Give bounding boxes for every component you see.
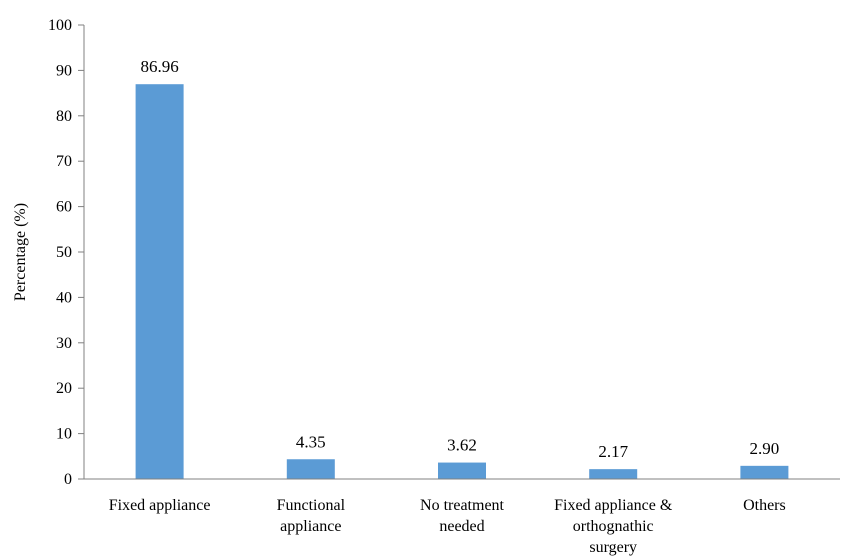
x-category-label: Functional (277, 497, 346, 514)
y-tick-label: 90 (56, 62, 72, 79)
bar (286, 459, 335, 479)
bar (740, 465, 789, 479)
value-labels: 86.96 4.35 3.62 2.17 2.90 (140, 57, 779, 461)
bar (135, 84, 184, 479)
x-category-label: No treatment (420, 497, 505, 514)
y-tick-label: 60 (56, 199, 72, 216)
y-tick-label: 50 (56, 244, 72, 261)
bar-value-label: 3.62 (447, 436, 477, 455)
bar-value-label: 86.96 (140, 57, 178, 76)
category-labels: Fixed appliance Functional appliance No tre… (109, 497, 786, 556)
x-category-label: Others (743, 497, 786, 514)
bar-value-label: 2.90 (750, 439, 780, 458)
y-tick-label: 0 (64, 471, 72, 488)
y-tick-label: 20 (56, 380, 72, 397)
bar-value-label: 4.35 (296, 432, 326, 451)
y-tick-label: 30 (56, 335, 72, 352)
x-category-label: Fixed appliance & (554, 497, 673, 514)
y-tick-label: 10 (56, 426, 72, 443)
bars (135, 84, 789, 479)
y-tick-label: 40 (56, 289, 72, 306)
bar (438, 462, 486, 479)
x-category-label: needed (439, 518, 484, 535)
y-tick-label: 100 (48, 17, 72, 34)
x-category-label: surgery (589, 539, 637, 556)
bar (589, 469, 638, 479)
x-category-label: Fixed appliance (109, 497, 211, 514)
y-tick-label: 70 (56, 153, 72, 170)
x-category-label: appliance (280, 518, 341, 535)
y-axis-title: Percentage (%) (12, 203, 29, 301)
y-axis-ticks: 0 10 20 30 40 50 60 70 80 90 100 (48, 17, 84, 488)
bar-value-label: 2.17 (598, 442, 628, 461)
x-category-label: orthognathic (573, 518, 654, 535)
y-tick-label: 80 (56, 108, 72, 125)
